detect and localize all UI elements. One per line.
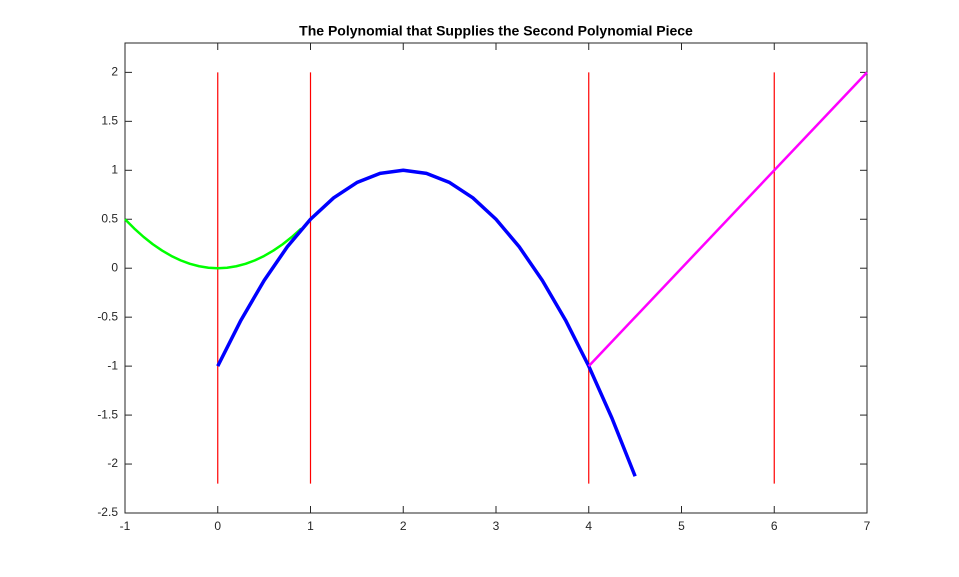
x-tick-label: 0	[214, 519, 221, 533]
chart-title: The Polynomial that Supplies the Second …	[299, 23, 693, 39]
y-tick-label: 1	[111, 162, 118, 176]
y-tick-label: -2	[107, 456, 118, 470]
series-line	[587, 71, 868, 367]
y-tick-label: 2	[111, 65, 118, 79]
x-tick-label: -1	[120, 519, 131, 533]
x-tick-label: 1	[307, 519, 314, 533]
y-tick-label: -1	[107, 358, 118, 372]
y-tick-label: -2.5	[97, 505, 118, 519]
x-tick-label: 4	[585, 519, 592, 533]
x-tick-label: 3	[493, 519, 500, 533]
y-tick-label: 0.5	[101, 211, 118, 225]
y-tick-label: 0	[111, 260, 118, 274]
y-tick-label: -1.5	[97, 407, 118, 421]
x-tick-label: 2	[400, 519, 407, 533]
x-tick-label: 7	[864, 519, 871, 533]
series-line	[124, 218, 303, 270]
series-line	[216, 168, 637, 477]
plot-frame	[124, 42, 868, 514]
y-tick-label: 1.5	[101, 114, 118, 128]
y-tick-label: -0.5	[97, 309, 118, 323]
x-tick-label: 5	[678, 519, 685, 533]
x-tick-label: 6	[771, 519, 778, 533]
